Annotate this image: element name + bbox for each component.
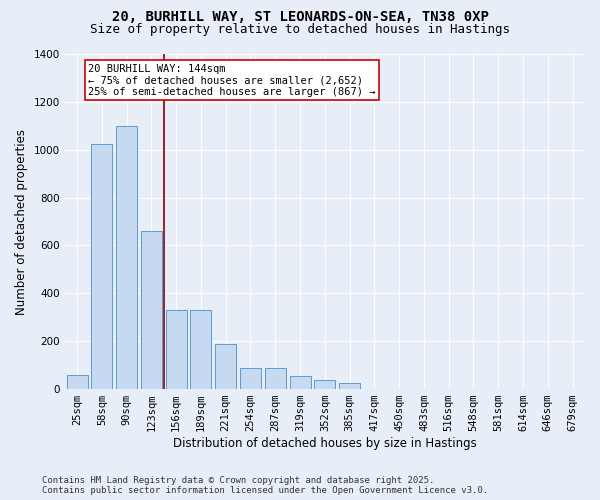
Text: 20, BURHILL WAY, ST LEONARDS-ON-SEA, TN38 0XP: 20, BURHILL WAY, ST LEONARDS-ON-SEA, TN3… <box>112 10 488 24</box>
Bar <box>240 368 261 389</box>
Bar <box>67 374 88 389</box>
Bar <box>339 383 360 389</box>
Text: Size of property relative to detached houses in Hastings: Size of property relative to detached ho… <box>90 22 510 36</box>
Bar <box>190 310 211 389</box>
X-axis label: Distribution of detached houses by size in Hastings: Distribution of detached houses by size … <box>173 437 477 450</box>
Bar <box>116 126 137 389</box>
Y-axis label: Number of detached properties: Number of detached properties <box>15 128 28 314</box>
Bar <box>314 380 335 389</box>
Bar <box>290 376 311 389</box>
Text: Contains HM Land Registry data © Crown copyright and database right 2025.
Contai: Contains HM Land Registry data © Crown c… <box>42 476 488 495</box>
Bar <box>91 144 112 389</box>
Bar <box>141 231 162 389</box>
Bar <box>215 344 236 389</box>
Bar <box>166 310 187 389</box>
Text: 20 BURHILL WAY: 144sqm
← 75% of detached houses are smaller (2,652)
25% of semi-: 20 BURHILL WAY: 144sqm ← 75% of detached… <box>88 64 376 97</box>
Bar <box>265 368 286 389</box>
